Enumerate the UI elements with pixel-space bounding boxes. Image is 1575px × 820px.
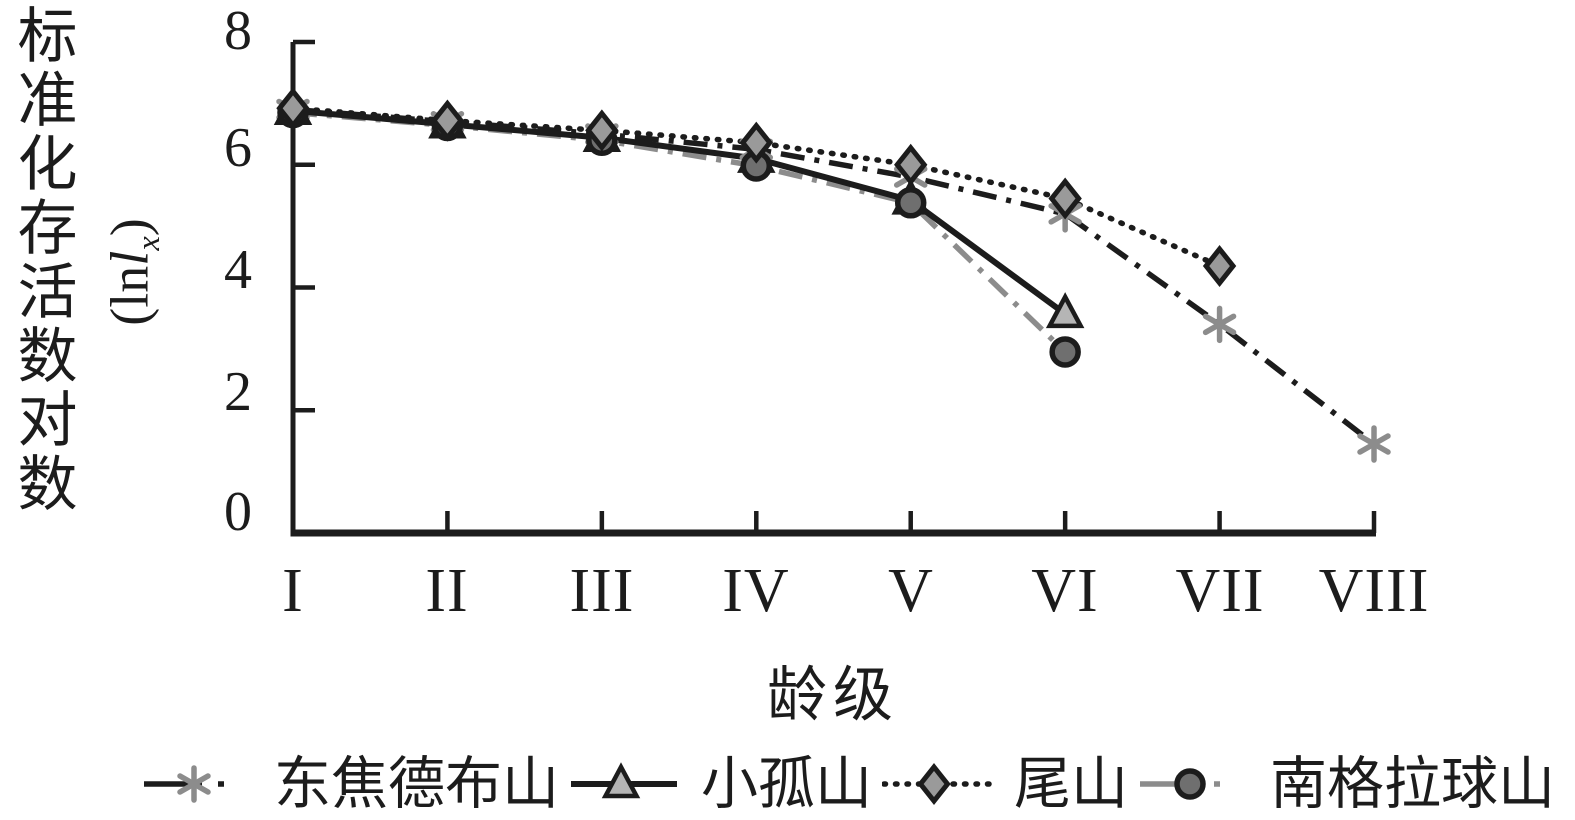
y-axis-units: (lnlx) [99, 218, 167, 326]
legend-label: 尾山 [1014, 752, 1128, 816]
legend-item-nangelaqiu: 南格拉球山 [1138, 748, 1555, 820]
legend-label: 南格拉球山 [1270, 752, 1555, 816]
legend-item-xiaogu: 小孤山 [569, 748, 872, 820]
y-units-var: l [99, 250, 160, 266]
y-units-open: (ln [99, 265, 160, 326]
y-axis-title: 标准化存活数对数 [9, 4, 75, 516]
legend-sample-diamond [882, 762, 992, 806]
y-tick-label-8: 8 [224, 0, 252, 62]
x-tick-label-5: V [888, 557, 934, 625]
x-tick-label-3: III [569, 557, 635, 625]
x-tick-label-1: I [282, 557, 304, 625]
legend-sample-triangle [571, 762, 677, 799]
x-tick-label-2: II [425, 557, 469, 625]
x-tick-label-7: VII [1175, 557, 1265, 625]
x-axis-title: 龄级 [767, 662, 899, 729]
y-tick-label-6: 6 [224, 117, 252, 179]
legend-item-dongjiaodebu: 东焦德布山 [142, 748, 559, 820]
y-tick-label-0: 0 [224, 481, 252, 543]
legend-label: 东焦德布山 [274, 752, 559, 816]
x-tick-label-6: VI [1031, 557, 1099, 625]
legend-sample-circle [1140, 768, 1246, 800]
x-tick-label-4: IV [722, 557, 790, 625]
y-tick-label-2: 2 [224, 361, 252, 423]
y-tick-label-4: 4 [224, 239, 252, 301]
y-units-close: ) [99, 218, 160, 237]
x-tick-label-8: VIII [1318, 557, 1430, 625]
legend-sample-asterisk [144, 765, 250, 803]
legend-item-wei: 尾山 [882, 748, 1128, 820]
legend: 东焦德布山 小孤山 尾山 南格拉球山 [142, 748, 1555, 820]
legend-label: 小孤山 [701, 752, 872, 816]
